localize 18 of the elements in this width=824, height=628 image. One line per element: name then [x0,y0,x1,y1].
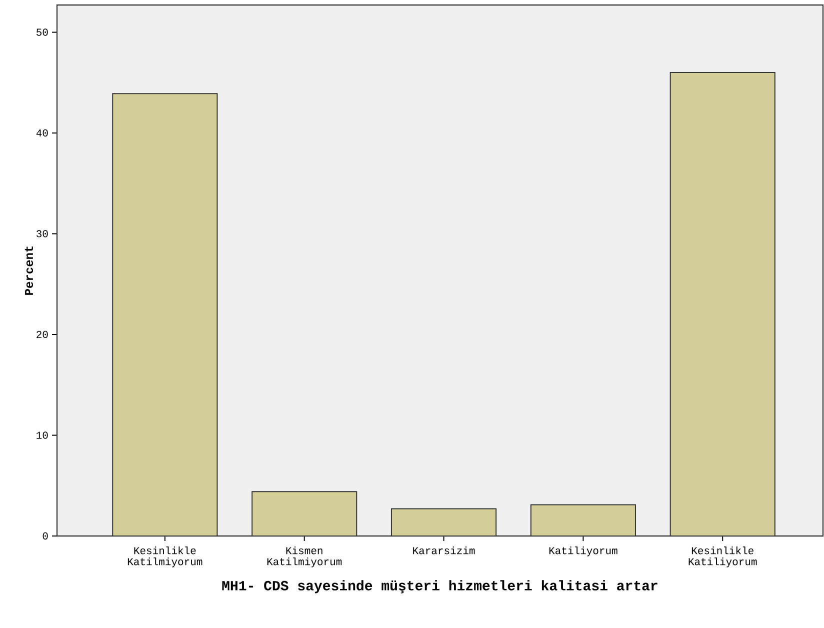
y-tick-label: 10 [36,432,48,439]
x-tick-label: Kararsizim [413,546,475,554]
y-axis-title: Percent [24,246,34,295]
bar [252,491,358,536]
x-tick-label: Katiliyorum [549,546,618,556]
bar [112,93,218,536]
y-tick-label: 50 [36,28,48,36]
bar [670,72,776,536]
y-tick-label: 20 [36,330,48,338]
bar [390,508,497,536]
bar [530,504,636,536]
y-tick-label: 40 [36,129,48,137]
x-tick-label: Kismen Katilmiyorum [267,546,342,568]
x-tick-label: Kesinlikle Katilmiyorum [128,546,202,568]
x-axis-title: MH1- CDS sayesinde müşteri hizmetleri kalitasi artar [222,580,658,594]
y-tick-label: 0 [42,532,48,540]
x-tick-label: Kesinlikle Katiliyorum [688,546,757,568]
y-tick-label: 30 [36,230,48,238]
